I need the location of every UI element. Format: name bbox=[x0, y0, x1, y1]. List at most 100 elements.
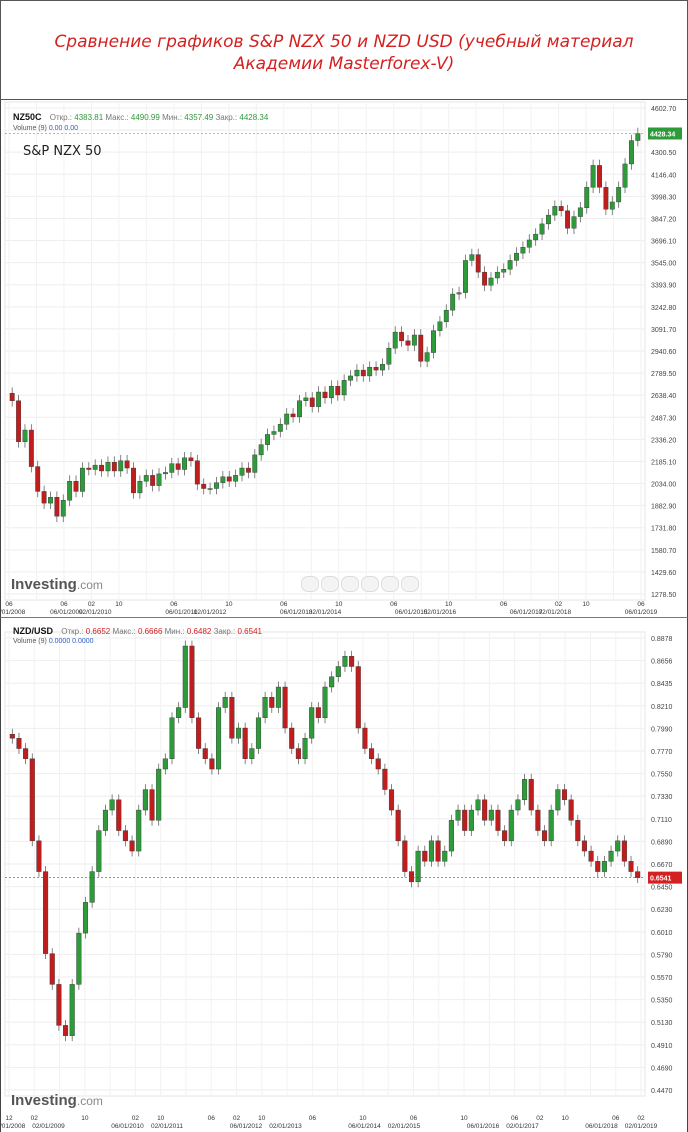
x-date-label: 02/01/2015 bbox=[388, 1123, 421, 1130]
candle bbox=[386, 347, 392, 365]
candle bbox=[162, 472, 168, 475]
nav-zoom-in-icon[interactable] bbox=[361, 576, 379, 592]
candle bbox=[335, 385, 341, 396]
candle bbox=[249, 748, 255, 759]
y-tick-label: 0.4470 bbox=[651, 1088, 673, 1095]
x-date-label: 06/01/2017 bbox=[510, 609, 543, 616]
y-tick-label: 0.8878 bbox=[651, 636, 673, 643]
x-tick-label: 06 bbox=[280, 601, 288, 608]
candle bbox=[442, 850, 448, 862]
candle bbox=[322, 391, 328, 399]
candle bbox=[284, 413, 290, 425]
x-tick-label: 10 bbox=[445, 601, 453, 608]
candle bbox=[422, 850, 428, 862]
candle bbox=[615, 840, 621, 852]
y-tick-label: 0.7110 bbox=[651, 817, 672, 824]
candle bbox=[188, 457, 194, 461]
x-date-label: 02/01/2018 bbox=[539, 609, 572, 616]
candle bbox=[482, 799, 488, 821]
candle bbox=[122, 830, 128, 842]
candle bbox=[175, 463, 181, 470]
candle bbox=[584, 187, 590, 209]
candle bbox=[105, 462, 111, 472]
candle bbox=[616, 187, 622, 203]
x-tick-label: 02 bbox=[88, 601, 96, 608]
candle bbox=[23, 748, 29, 759]
nav-first-icon[interactable] bbox=[301, 576, 319, 592]
x-date-label: 06/01/2011 bbox=[165, 609, 197, 616]
candle bbox=[245, 467, 251, 473]
nzdusd-chart-panel[interactable]: 0.8878 0.8656 0.8435 0.8210 0.7990 0.7770 0.75… bbox=[0, 618, 688, 1132]
x-tick-label: 06 bbox=[500, 601, 508, 608]
nz50-ticker-bar: NZ50C Откр.: 4383.81 Макс.: 4490.99 Мин.… bbox=[13, 112, 269, 122]
candle bbox=[277, 423, 283, 432]
candle bbox=[289, 727, 295, 749]
x-tick-label: 10 bbox=[562, 1115, 570, 1122]
candle bbox=[328, 385, 334, 399]
candle bbox=[581, 840, 587, 852]
candle bbox=[9, 392, 15, 401]
x-date-label: 02/01/2017 bbox=[506, 1123, 539, 1130]
candle bbox=[488, 809, 494, 821]
nav-prev-icon[interactable] bbox=[321, 576, 339, 592]
y-tick-label: 0.8656 bbox=[651, 659, 673, 666]
nzdusd-min: 0.6482 bbox=[186, 627, 212, 636]
last-price-label: 0.6541 bbox=[650, 876, 672, 883]
x-tick-label: 10 bbox=[460, 1115, 468, 1122]
x-tick-label: 10 bbox=[335, 601, 343, 608]
x-tick-label: 12 bbox=[5, 1115, 13, 1122]
candle bbox=[48, 497, 53, 504]
candle bbox=[462, 809, 468, 831]
candle bbox=[608, 850, 614, 862]
candle bbox=[309, 707, 315, 739]
y-tick-label: 3091.70 bbox=[651, 327, 676, 334]
x-tick-label: 06 bbox=[60, 601, 68, 608]
x-tick-label: 02 bbox=[31, 1115, 39, 1122]
nz50-nav-controls[interactable] bbox=[301, 576, 419, 592]
candle bbox=[309, 397, 315, 407]
x-date-label: 06/01/2009 bbox=[50, 609, 83, 616]
candle bbox=[382, 768, 388, 790]
nz50-max: 4490.99 bbox=[130, 113, 160, 122]
candle bbox=[362, 727, 368, 749]
candle bbox=[469, 254, 475, 261]
nav-next-icon[interactable] bbox=[381, 576, 399, 592]
candle bbox=[282, 686, 288, 729]
candle bbox=[36, 840, 42, 872]
candle bbox=[143, 475, 149, 482]
candle bbox=[16, 400, 22, 442]
candle bbox=[463, 260, 468, 293]
candle bbox=[548, 809, 554, 842]
candle bbox=[118, 460, 124, 472]
candle bbox=[92, 464, 98, 470]
y-tick-label: 0.7770 bbox=[651, 749, 673, 756]
candle bbox=[628, 861, 634, 872]
x-date-label: 06/01/2015 bbox=[395, 609, 428, 616]
y-tick-label: 2034.00 bbox=[651, 482, 676, 489]
y-tick-label: 3242.80 bbox=[651, 305, 676, 312]
candle bbox=[156, 768, 162, 821]
y-tick-label: 0.5790 bbox=[651, 952, 673, 959]
nz50-volume-row: Volume (9) 0.00 0.00 bbox=[13, 125, 79, 132]
candle bbox=[448, 820, 454, 852]
candle bbox=[262, 697, 268, 718]
candle bbox=[290, 413, 296, 418]
x-tick-label: 10 bbox=[225, 601, 233, 608]
candle bbox=[468, 809, 474, 831]
x-tick-label: 02 bbox=[536, 1115, 544, 1122]
candle bbox=[207, 488, 213, 490]
candle bbox=[411, 334, 417, 346]
investing-logo: Investing.com bbox=[11, 1092, 103, 1109]
candle bbox=[9, 734, 15, 739]
candle bbox=[89, 871, 95, 903]
candle bbox=[169, 463, 175, 473]
candle bbox=[275, 686, 281, 708]
nav-last-icon[interactable] bbox=[401, 576, 419, 592]
candle bbox=[269, 697, 275, 708]
nz50-chart-panel[interactable]: 4602.704450.504300.504146.403998.303847.… bbox=[0, 100, 688, 618]
candle bbox=[515, 799, 521, 811]
candle bbox=[494, 271, 500, 279]
nav-zoom-out-icon[interactable] bbox=[341, 576, 359, 592]
last-price-badge bbox=[648, 871, 682, 884]
candle bbox=[395, 809, 401, 842]
